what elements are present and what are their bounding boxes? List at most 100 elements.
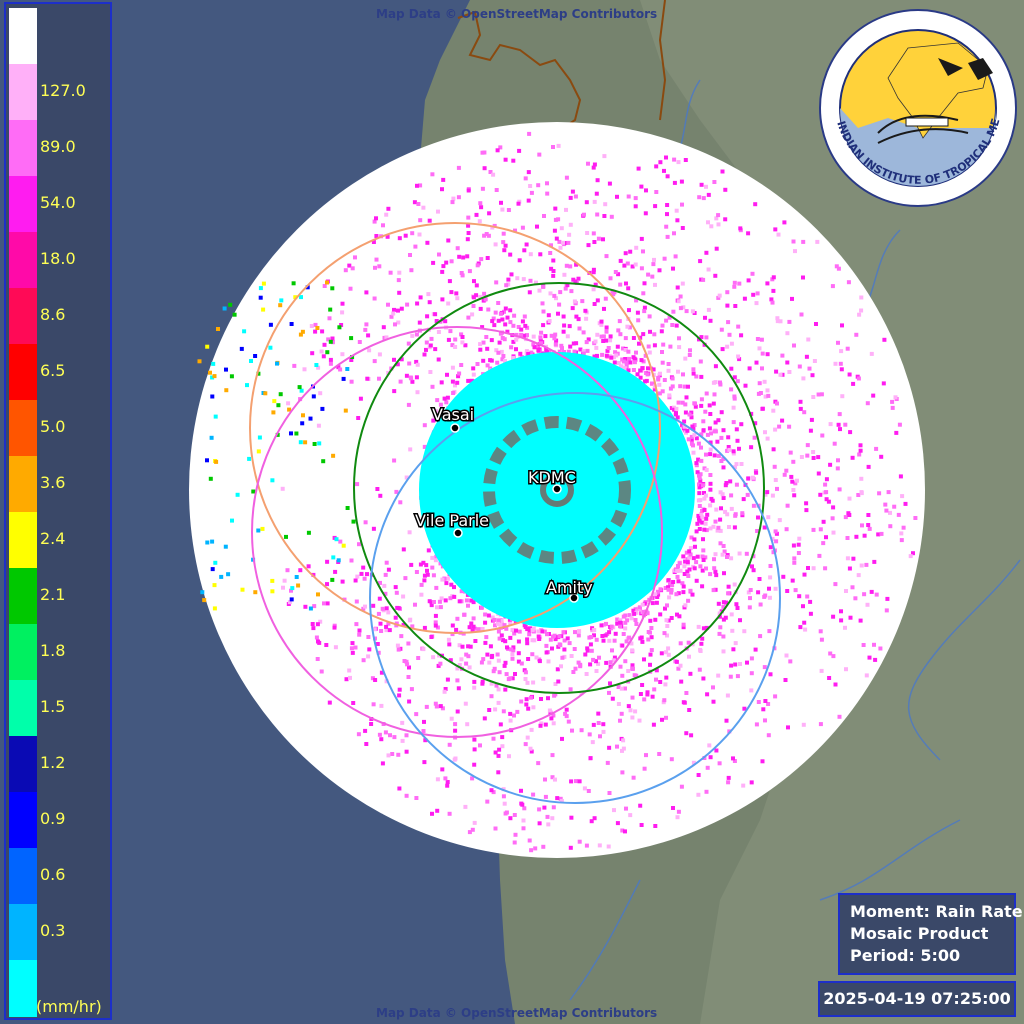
echo-pixel	[678, 306, 683, 311]
echo-pixel	[561, 240, 565, 245]
echo-pixel	[610, 289, 615, 294]
echo-pixel	[700, 584, 705, 589]
echo-pixel	[670, 583, 675, 588]
echo-pixel	[519, 327, 524, 332]
echo-pixel	[714, 246, 719, 251]
echo-pixel	[378, 493, 383, 498]
rain-echoes	[197, 131, 918, 853]
echo-pixel	[819, 392, 824, 397]
echo-pixel	[366, 635, 371, 639]
echo-pixel	[729, 341, 734, 346]
echo-pixel	[550, 775, 555, 780]
echo-pixel	[658, 612, 663, 617]
site-amity[interactable]: Amity	[545, 577, 594, 603]
echo-pixel	[367, 647, 372, 652]
echo-pixel	[392, 735, 397, 740]
echo-pixel	[680, 226, 685, 230]
echo-pixel	[568, 264, 573, 269]
echo-pixel	[561, 329, 566, 334]
echo-pixel	[367, 348, 372, 353]
echo-pixel	[480, 627, 485, 631]
echo-pixel	[386, 302, 390, 307]
echo-pixel	[490, 319, 495, 324]
range-ring-orange	[249, 222, 661, 634]
echo-pixel	[566, 719, 571, 724]
echo-pixel	[388, 270, 393, 275]
echo-pixel	[210, 375, 215, 380]
echo-pixel	[327, 316, 332, 321]
range-ring-blue	[369, 392, 781, 804]
echo-pixel	[839, 367, 844, 372]
echo-pixel	[330, 577, 335, 582]
echo-pixel	[628, 360, 633, 365]
echo-pixel	[531, 705, 536, 710]
echo-pixel	[509, 272, 514, 277]
echo-pixel	[455, 709, 460, 714]
echo-pixel	[604, 338, 609, 343]
echo-pixel	[704, 789, 709, 794]
echo-pixel	[676, 564, 680, 568]
echo-pixel	[442, 396, 447, 401]
site-vasai[interactable]: Vasai	[431, 404, 476, 433]
echo-pixel	[257, 435, 262, 440]
echo-pixel	[330, 336, 335, 341]
echo-pixel	[392, 357, 396, 362]
echo-pixel	[530, 652, 535, 657]
echo-pixel	[648, 618, 653, 623]
echo-pixel	[708, 440, 713, 445]
echo-pixel	[474, 212, 479, 217]
echo-pixel	[373, 678, 378, 682]
legend-swatch	[9, 792, 37, 849]
echo-pixel	[618, 282, 623, 287]
echo-pixel	[601, 722, 606, 727]
echo-pixel	[538, 723, 543, 728]
echo-pixel	[724, 481, 729, 485]
echo-pixel	[261, 307, 266, 312]
color-legend: (mm/hr) 127.0 89.0 54.0 18.0 8.6 6.5 5.0 3.6 2.4…	[4, 2, 112, 1020]
echo-pixel	[210, 539, 215, 544]
echo-pixel	[542, 805, 547, 810]
site-vile-parle[interactable]: Vile Parle	[414, 510, 491, 538]
echo-pixel	[293, 295, 298, 300]
echo-pixel	[675, 815, 680, 820]
echo-pixel	[881, 381, 886, 386]
echo-pixel	[680, 581, 685, 586]
echo-pixel	[591, 287, 596, 292]
echo-pixel	[719, 435, 724, 440]
echo-pixel	[521, 818, 526, 823]
echo-pixel	[726, 591, 731, 596]
echo-pixel	[836, 340, 840, 345]
echo-pixel	[602, 306, 606, 311]
echo-pixel	[878, 646, 883, 651]
echo-pixel	[511, 355, 515, 360]
echo-pixel	[414, 796, 419, 800]
echo-pixel	[815, 239, 820, 244]
echo-pixel	[729, 366, 734, 371]
echo-pixel	[593, 339, 598, 344]
echo-pixel	[562, 350, 566, 354]
echo-pixel	[485, 652, 490, 657]
echo-pixel	[664, 675, 669, 680]
site-kdmc[interactable]: KDMC	[527, 467, 577, 494]
echo-pixel	[569, 779, 574, 784]
echo-pixel	[497, 636, 502, 641]
echo-pixel	[298, 568, 303, 573]
echo-pixel	[525, 641, 530, 646]
echo-pixel	[432, 600, 436, 604]
echo-pixel	[613, 631, 618, 636]
echo-pixel	[374, 257, 379, 262]
echo-pixel	[491, 736, 496, 741]
echo-pixel	[697, 195, 702, 200]
echo-pixel	[640, 639, 645, 644]
echo-pixel	[773, 586, 778, 591]
echo-pixel	[641, 332, 646, 337]
echo-pixel	[652, 332, 657, 337]
echo-pixel	[497, 747, 502, 752]
legend-label: 6.5	[40, 361, 66, 380]
echo-pixel	[707, 426, 712, 431]
echo-pixel	[632, 611, 637, 616]
echo-pixel	[774, 531, 779, 536]
echo-pixel	[503, 322, 508, 327]
echo-pixel	[397, 236, 402, 241]
echo-pixel	[756, 590, 761, 595]
